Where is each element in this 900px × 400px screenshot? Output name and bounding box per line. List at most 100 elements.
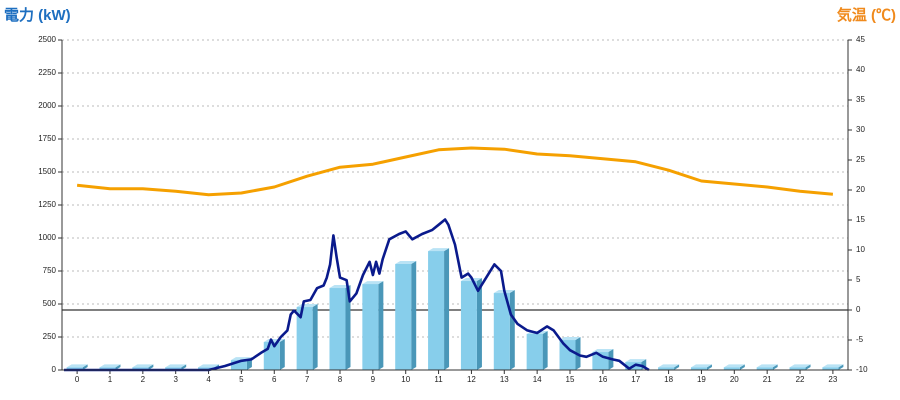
bar-front — [658, 367, 675, 370]
x-tick-label: 4 — [206, 375, 211, 384]
bar-top — [329, 285, 351, 289]
bar — [822, 364, 844, 370]
bar-top — [165, 364, 187, 368]
x-tick-label: 7 — [305, 375, 310, 384]
bar — [99, 364, 121, 370]
bar-side — [476, 278, 482, 370]
x-tick-label: 21 — [763, 375, 772, 384]
bar — [395, 261, 417, 370]
bar-front — [198, 367, 215, 370]
bar-front — [263, 342, 280, 370]
y-tick-label: 1250 — [38, 200, 56, 209]
bar-front — [559, 340, 576, 370]
bar-top — [132, 364, 154, 368]
x-tick-label: 5 — [239, 375, 244, 384]
bar-front — [165, 367, 182, 370]
bar-top — [789, 364, 811, 368]
bar-front — [460, 281, 477, 370]
bar-front — [230, 360, 247, 370]
y-tick-label: 0 — [52, 365, 57, 374]
x-tick-label: 17 — [631, 375, 640, 384]
y2-tick-label: 25 — [856, 155, 865, 164]
bar-front — [822, 367, 839, 370]
bar-side — [378, 281, 384, 370]
x-tick-label: 6 — [272, 375, 277, 384]
y2-tick-label: 35 — [856, 95, 865, 104]
x-tick-label: 2 — [141, 375, 146, 384]
bar-side — [838, 364, 844, 370]
bar — [66, 364, 88, 370]
y2-tick-label: 5 — [856, 275, 861, 284]
y2-tick-label: -5 — [856, 335, 864, 344]
y-tick-label: 1750 — [38, 134, 56, 143]
y-tick-label: 1500 — [38, 167, 56, 176]
bar-top — [362, 281, 384, 285]
bar-side — [674, 364, 680, 370]
bar — [789, 364, 811, 370]
y2-tick-label: 10 — [856, 245, 865, 254]
y2-tick-label: 40 — [856, 65, 865, 74]
bar-front — [428, 251, 445, 370]
bar — [723, 364, 745, 370]
bar-side — [181, 364, 187, 370]
bar — [296, 304, 318, 370]
bar-top — [428, 248, 450, 252]
bar-front — [526, 333, 543, 370]
bar-side — [312, 304, 318, 370]
x-tick-label: 13 — [500, 375, 509, 384]
x-tick-label: 16 — [598, 375, 607, 384]
bar — [559, 337, 581, 370]
bar — [132, 364, 154, 370]
bar — [362, 281, 384, 370]
x-tick-label: 23 — [828, 375, 837, 384]
bar-front — [99, 367, 116, 370]
bar-side — [411, 261, 417, 370]
bar-front — [756, 367, 773, 370]
bar-top — [625, 359, 647, 363]
y-tick-label: 750 — [43, 266, 57, 275]
bar — [658, 364, 680, 370]
bar — [756, 364, 778, 370]
bar-side — [542, 330, 548, 370]
bar-side — [115, 364, 121, 370]
x-tick-label: 19 — [697, 375, 706, 384]
line — [76, 146, 834, 197]
bar — [592, 349, 614, 370]
bar-top — [592, 349, 614, 353]
x-tick-label: 10 — [401, 375, 410, 384]
bar-side — [82, 364, 88, 370]
bar-front — [296, 307, 313, 370]
x-tick-label: 20 — [730, 375, 739, 384]
bar-side — [706, 364, 712, 370]
y-tick-label: 2250 — [38, 68, 56, 77]
x-tick-label: 22 — [796, 375, 805, 384]
y-tick-label: 500 — [43, 299, 57, 308]
bar-top — [198, 364, 220, 368]
bar-top — [690, 364, 712, 368]
y2-tick-label: 20 — [856, 185, 865, 194]
bar-top — [822, 364, 844, 368]
bar-side — [509, 290, 515, 370]
y2-tick-label: 45 — [856, 35, 865, 44]
y2-tick-label: 0 — [856, 305, 861, 314]
bar-front — [66, 367, 83, 370]
x-tick-label: 12 — [467, 375, 476, 384]
bar — [493, 290, 515, 370]
x-tick-label: 11 — [434, 375, 443, 384]
bar-top — [559, 337, 581, 341]
bar-top — [723, 364, 745, 368]
y-tick-label: 2500 — [38, 35, 56, 44]
bar-side — [279, 339, 285, 370]
bar-top — [756, 364, 778, 368]
x-tick-label: 1 — [108, 375, 113, 384]
x-tick-label: 9 — [371, 375, 376, 384]
bar-side — [772, 364, 778, 370]
bar-front — [132, 367, 149, 370]
bar-top — [66, 364, 88, 368]
bar — [329, 285, 351, 370]
bar-front — [789, 367, 806, 370]
bar-side — [444, 248, 450, 370]
bar-top — [658, 364, 680, 368]
x-tick-label: 8 — [338, 375, 343, 384]
